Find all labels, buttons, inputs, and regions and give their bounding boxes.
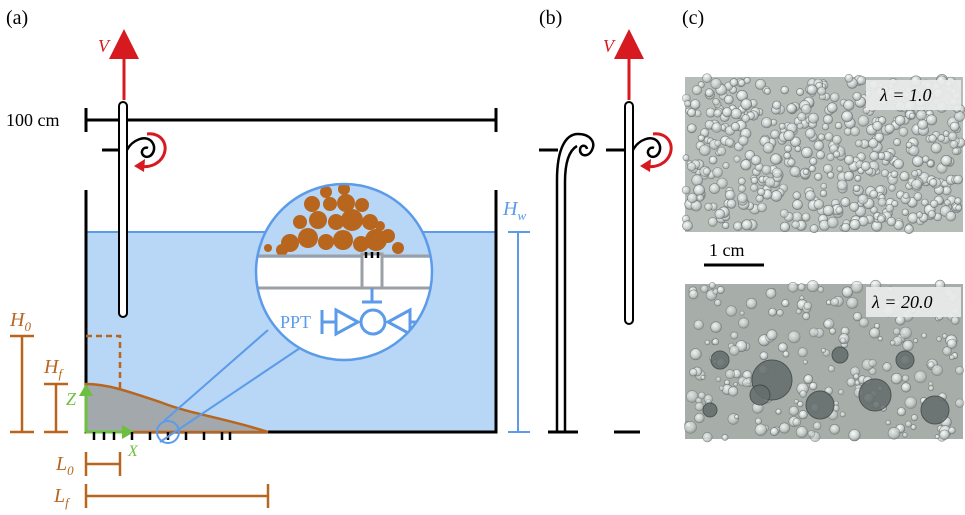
length-scale-label: 100 cm bbox=[6, 110, 60, 130]
zoom-source-circle bbox=[156, 420, 180, 444]
panel-b: (b) V bbox=[539, 7, 673, 434]
rigid-gate-plate bbox=[624, 101, 634, 325]
z-axis-arrowhead bbox=[79, 384, 93, 396]
rotation-arrow-icon bbox=[139, 132, 167, 169]
final-height-label: Hf bbox=[43, 356, 64, 381]
initial-column-outline bbox=[86, 334, 122, 432]
initial-height-label: H0 bbox=[9, 309, 31, 334]
photo-bottom-lambda: λ = 20.0 bbox=[871, 292, 932, 312]
final-length-scale bbox=[84, 484, 270, 508]
roll-spiral-icon-b bbox=[631, 137, 662, 159]
rotation-arrow-icon-b bbox=[645, 132, 673, 169]
grains bbox=[264, 184, 404, 256]
photo-scale-label: 1 cm bbox=[709, 240, 745, 260]
photo-top-lambda: λ = 1.0 bbox=[879, 85, 931, 105]
zoom-cone-line-upper bbox=[163, 329, 269, 422]
small-bead-texture bbox=[681, 73, 965, 234]
z-axis-label: Z bbox=[66, 389, 77, 409]
roll-spiral-icon bbox=[125, 137, 156, 159]
initial-length-scale bbox=[84, 452, 122, 476]
velocity-label-b: V bbox=[603, 36, 616, 56]
x-axis-arrowhead bbox=[122, 425, 134, 439]
panel-b-label: (b) bbox=[539, 7, 562, 29]
x-axis-label: X bbox=[127, 443, 139, 460]
rotation-arrow-head-b bbox=[640, 159, 651, 172]
pressure-transducer-icon bbox=[320, 288, 428, 337]
initial-length-label: L0 bbox=[55, 453, 74, 478]
initial-height-scale bbox=[10, 334, 34, 434]
water-height-scale bbox=[508, 231, 530, 433]
gate-plate bbox=[118, 101, 128, 318]
tank-outline bbox=[84, 190, 498, 434]
velocity-label: V bbox=[98, 36, 111, 56]
magnified-inset: PPT bbox=[254, 182, 434, 362]
final-height-scale bbox=[44, 382, 68, 434]
photo-small-beads: λ = 1.0 bbox=[681, 73, 965, 234]
rotation-arrow-head bbox=[134, 159, 145, 172]
granular-deposit bbox=[84, 382, 269, 434]
panel-a: (a) 100 cm V Hw bbox=[6, 7, 530, 510]
flexible-gate bbox=[555, 132, 595, 432]
panel-a-label: (a) bbox=[6, 7, 28, 29]
tank-length-scale-bar bbox=[84, 108, 498, 132]
water-height-label: Hw bbox=[502, 198, 526, 223]
ppt-label: PPT bbox=[280, 312, 311, 332]
final-length-label: Lf bbox=[53, 485, 71, 510]
flexible-gate-inner bbox=[563, 144, 578, 432]
photo-large-beads: λ = 20.0 bbox=[684, 279, 965, 443]
panel-c: (c) λ = 1.0 1 cm λ = 20.0 bbox=[681, 7, 965, 443]
zoom-cone-line-lower bbox=[159, 347, 301, 443]
panel-c-label: (c) bbox=[682, 7, 704, 29]
